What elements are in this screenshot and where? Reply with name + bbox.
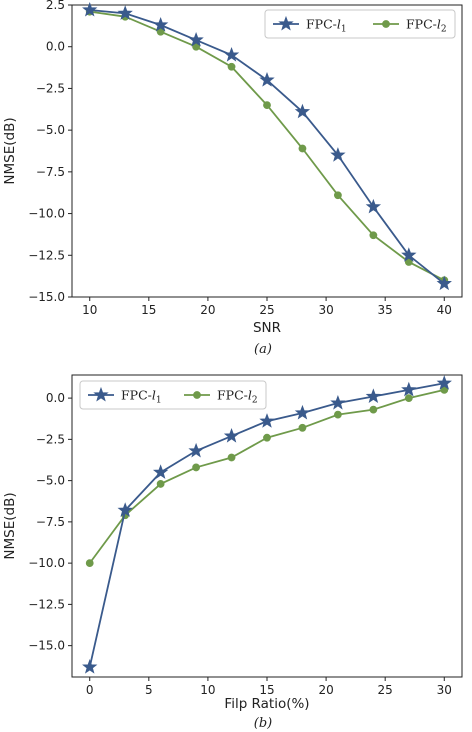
x-tick-label: 30 bbox=[318, 303, 333, 317]
y-tick-label: −7.5 bbox=[36, 515, 65, 529]
series-1-a bbox=[82, 1, 452, 291]
legend-item-1: FPC-l1 bbox=[273, 15, 347, 35]
x-tick-label: 0 bbox=[86, 683, 94, 697]
data-point bbox=[259, 413, 275, 428]
series-line bbox=[89, 10, 445, 282]
x-axis-label: Filp Ratio(%) bbox=[224, 696, 309, 712]
data-point bbox=[117, 5, 133, 20]
legend-box bbox=[79, 380, 267, 410]
x-tick-label: 10 bbox=[200, 683, 215, 697]
y-tick-label: −10.0 bbox=[28, 556, 65, 570]
data-point bbox=[152, 464, 169, 479]
legend-box bbox=[264, 9, 456, 39]
y-tick-label: 2.5 bbox=[46, 0, 65, 12]
data-point bbox=[294, 404, 311, 420]
data-point bbox=[298, 144, 307, 153]
x-tick-label: 20 bbox=[318, 683, 333, 697]
data-point bbox=[85, 559, 94, 568]
data-point bbox=[223, 46, 240, 62]
y-tick-label: −5.0 bbox=[36, 123, 65, 137]
data-point bbox=[401, 381, 417, 397]
legend-marker bbox=[93, 386, 109, 402]
x-tick-label: 35 bbox=[378, 303, 393, 317]
data-point bbox=[82, 1, 98, 17]
series-line bbox=[88, 382, 445, 668]
x-tick-label: 40 bbox=[437, 303, 452, 317]
data-point bbox=[298, 423, 307, 432]
chart-b: 0 5 10 15 20 25 30 0.0 −2.5 −5.0 −7.5 −10.0 −12.5 −15… bbox=[2, 374, 463, 731]
subfigure-caption: (a) bbox=[254, 342, 272, 357]
y-tick-label: −15.0 bbox=[28, 290, 65, 304]
legend-label: FPC-l1 bbox=[121, 388, 162, 406]
x-axis-label: SNR bbox=[253, 320, 281, 336]
data-point bbox=[156, 480, 165, 488]
subfigure-caption: (b) bbox=[254, 716, 272, 731]
legend-item-2: FPC-l2 bbox=[184, 388, 258, 406]
data-point bbox=[365, 388, 382, 403]
x-tick-label: 25 bbox=[378, 683, 393, 697]
data-point bbox=[223, 427, 240, 443]
data-point bbox=[404, 394, 413, 403]
legend-item-2: FPC-l2 bbox=[373, 17, 447, 35]
data-point bbox=[227, 453, 236, 462]
data-point bbox=[192, 463, 200, 472]
x-tick-label: 20 bbox=[200, 303, 215, 317]
data-point bbox=[259, 72, 275, 87]
data-point bbox=[152, 16, 169, 32]
legend-marker bbox=[193, 391, 201, 399]
legend-a: FPC-l1 FPC-l2 bbox=[264, 9, 456, 39]
data-point bbox=[365, 198, 382, 214]
data-point bbox=[369, 405, 378, 414]
y-axis-label: NMSE(dB) bbox=[2, 117, 18, 184]
legend-b: FPC-l1 FPC-l2 bbox=[79, 380, 267, 410]
legend-item-1: FPC-l1 bbox=[88, 386, 162, 406]
series-2-a bbox=[85, 7, 449, 285]
legend-label: FPC-l2 bbox=[406, 17, 447, 35]
y-axis-label: NMSE(dB) bbox=[2, 492, 18, 559]
legend-label: FPC-l2 bbox=[217, 388, 258, 406]
data-point bbox=[117, 502, 133, 517]
y-tick-label: −5.0 bbox=[36, 474, 65, 488]
data-point bbox=[294, 103, 311, 119]
data-point bbox=[436, 275, 452, 291]
y-tick-label: −7.5 bbox=[36, 165, 65, 179]
data-point bbox=[263, 101, 271, 110]
data-point bbox=[334, 191, 342, 200]
data-point bbox=[330, 147, 346, 162]
y-tick-label: 0.0 bbox=[46, 40, 65, 54]
data-point bbox=[436, 375, 452, 390]
x-tick-label: 15 bbox=[141, 303, 156, 317]
legend-label: FPC-l1 bbox=[306, 17, 347, 35]
y-tick-label: −12.5 bbox=[28, 248, 65, 262]
chart-a: 10 15 20 25 30 35 40 2.5 0.0 −2.5 −5.0 −7.5 −10.0 −12… bbox=[2, 0, 463, 357]
x-tick-label: 10 bbox=[82, 303, 97, 317]
data-point bbox=[82, 659, 98, 674]
y-tick-label: −2.5 bbox=[36, 81, 65, 95]
y-tick-label: −2.5 bbox=[36, 432, 65, 446]
series-line bbox=[89, 9, 445, 285]
data-point bbox=[227, 62, 236, 71]
legend-marker bbox=[278, 15, 294, 31]
data-point bbox=[401, 247, 417, 262]
x-tick-label: 15 bbox=[259, 683, 274, 697]
y-tick-label: −10.0 bbox=[28, 207, 65, 221]
y-tick-label: 0.0 bbox=[46, 391, 65, 405]
x-tick-label: 25 bbox=[259, 303, 274, 317]
data-point bbox=[369, 231, 378, 240]
data-point bbox=[188, 31, 204, 47]
x-tick-label: 30 bbox=[437, 683, 452, 697]
data-point bbox=[263, 433, 271, 442]
data-point bbox=[188, 442, 204, 458]
x-tick-label: 5 bbox=[145, 683, 153, 697]
y-tick-label: −12.5 bbox=[28, 597, 65, 611]
data-point bbox=[334, 410, 342, 419]
data-point bbox=[330, 394, 346, 410]
series-1-b bbox=[82, 375, 452, 674]
legend-marker bbox=[382, 20, 390, 28]
y-tick-label: −15.0 bbox=[28, 639, 65, 653]
